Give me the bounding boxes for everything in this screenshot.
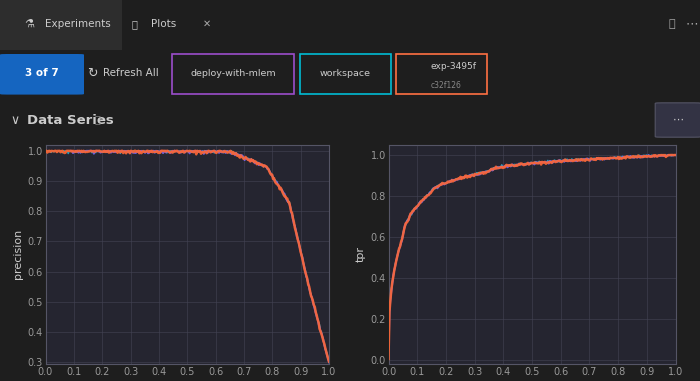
Text: ✕: ✕: [203, 19, 211, 29]
FancyBboxPatch shape: [396, 54, 487, 94]
Text: c32f126: c32f126: [430, 81, 461, 90]
Text: exp-3495f: exp-3495f: [430, 62, 477, 71]
FancyBboxPatch shape: [0, 54, 84, 94]
FancyBboxPatch shape: [655, 103, 700, 137]
Text: ⋯: ⋯: [673, 115, 684, 125]
Text: ⋯: ⋯: [686, 17, 699, 30]
Text: 📈: 📈: [132, 19, 137, 29]
Text: ∨: ∨: [10, 114, 20, 126]
Text: Experiments: Experiments: [46, 19, 111, 29]
Text: ↻: ↻: [88, 67, 98, 80]
FancyBboxPatch shape: [0, 0, 122, 50]
Text: ⓘ: ⓘ: [94, 114, 100, 124]
Text: ⧉: ⧉: [668, 19, 675, 29]
FancyBboxPatch shape: [172, 54, 294, 94]
FancyBboxPatch shape: [122, 0, 231, 50]
Text: workspace: workspace: [320, 69, 370, 78]
FancyBboxPatch shape: [300, 54, 391, 94]
Text: ⚗: ⚗: [25, 19, 34, 29]
Y-axis label: precision: precision: [13, 229, 23, 279]
Text: 3 of 7: 3 of 7: [25, 68, 59, 78]
Text: Refresh All: Refresh All: [103, 68, 159, 78]
Y-axis label: tpr: tpr: [356, 247, 366, 262]
Text: deploy-with-mlem: deploy-with-mlem: [190, 69, 276, 78]
Text: Plots: Plots: [150, 19, 176, 29]
Text: Data Series: Data Series: [27, 114, 113, 126]
